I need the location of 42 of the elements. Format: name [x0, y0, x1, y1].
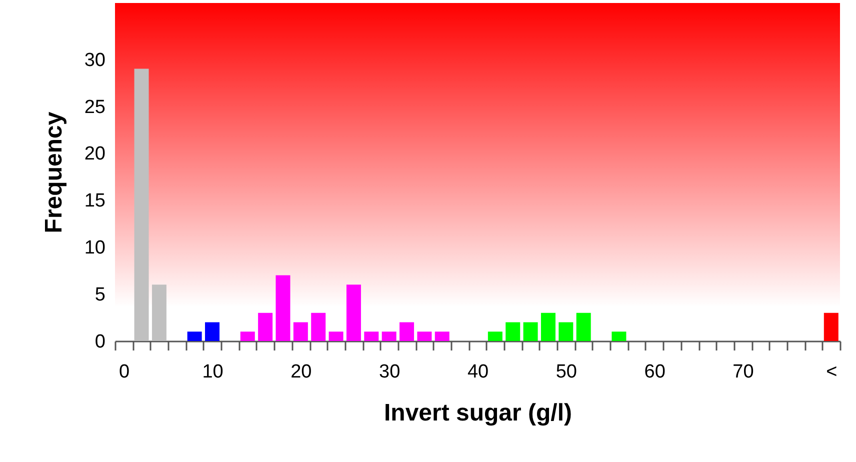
bar	[328, 332, 344, 341]
bar	[134, 68, 149, 341]
bar	[558, 322, 574, 341]
x-tick-label: 10	[202, 362, 224, 382]
x-tick-label: 20	[290, 362, 312, 382]
y-axis-title: Frequency	[40, 111, 68, 234]
y-tick-label: 25	[84, 96, 106, 118]
x-tick-label: 0	[119, 362, 130, 382]
y-tick-label: 0	[94, 332, 106, 352]
bar	[417, 332, 432, 341]
bar	[382, 332, 396, 341]
x-tick-label: 50	[556, 362, 577, 382]
bar	[434, 332, 450, 341]
x-tick-label: 40	[467, 362, 489, 382]
bar	[364, 332, 379, 341]
bar	[824, 312, 838, 341]
bar	[488, 332, 502, 341]
bar	[276, 275, 290, 341]
bar	[506, 322, 520, 341]
y-tick-label: 15	[84, 190, 106, 212]
y-tick-label: 10	[84, 238, 106, 259]
bar	[400, 322, 414, 341]
bar	[152, 284, 166, 341]
x-tick-label: <	[826, 362, 838, 382]
x-tick-label: 30	[379, 362, 400, 382]
bar	[540, 312, 556, 341]
x-axis-title: Invert sugar (g/l)	[384, 400, 572, 426]
y-tick-label: 5	[94, 284, 106, 306]
x-tick-label: 60	[644, 362, 666, 382]
bar	[523, 322, 538, 341]
bar	[346, 284, 361, 341]
bar	[311, 312, 326, 341]
bar	[612, 332, 626, 341]
bar	[205, 322, 220, 341]
bar	[240, 332, 255, 341]
y-tick-label: 20	[84, 144, 106, 165]
bar	[576, 312, 591, 341]
bar	[187, 332, 202, 341]
bar	[258, 312, 273, 341]
x-tick-label: 70	[732, 362, 754, 382]
y-tick-label: 30	[84, 50, 106, 71]
bar	[293, 322, 308, 341]
